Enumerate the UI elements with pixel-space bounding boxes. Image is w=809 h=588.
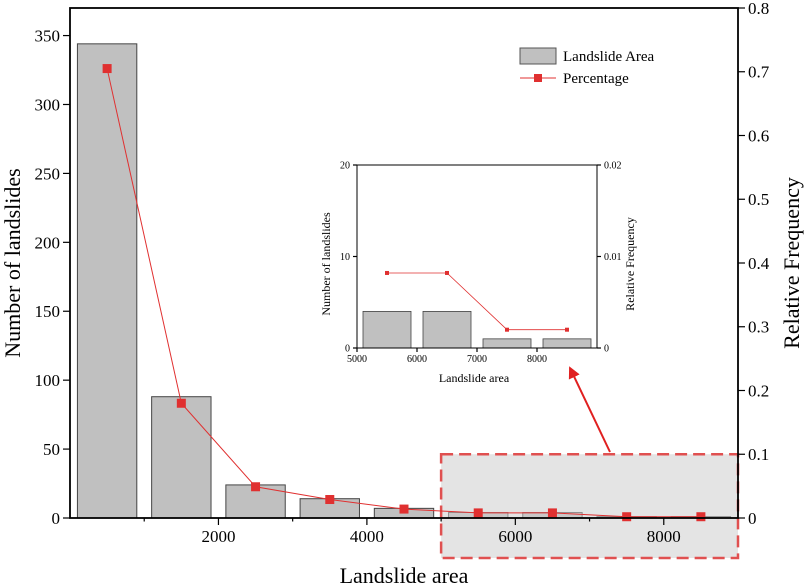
y-tick-label-3: 150 [35,302,61,321]
legend-label-percentage: Percentage [563,71,629,87]
legend-label-landslide-area: Landslide Area [563,49,655,65]
legend-swatch-marker [534,74,542,82]
inset-x-axis-title: Landslide area [439,371,510,385]
x-tick-label-3: 8000 [647,527,681,546]
y2-tick-label-8: 0.8 [748,0,769,18]
percentage-point-7 [622,512,632,522]
inset-y-tick-label-0: 0 [345,344,350,355]
percentage-point-6 [547,508,557,518]
inset-y-tick-label-2: 20 [340,161,350,172]
inset-y-tick-label-1: 10 [340,252,350,263]
inset-x-tick-label-2: 7000 [467,354,487,365]
inset-bar-3 [542,338,592,349]
y-tick-label-2: 100 [35,371,61,390]
inset-bar-2 [482,338,532,349]
y2-tick-label-6: 0.6 [748,126,769,145]
y2-axis-title: Relative Frequency [779,177,804,349]
inset-x-tick-label-3: 8000 [527,354,547,365]
percentage-point-3 [325,495,335,505]
y-tick-label-0: 0 [52,509,61,528]
y2-tick-label-2: 0.2 [748,381,769,400]
legend: Landslide Area Percentage [519,47,655,87]
inset-bar-1 [422,310,472,349]
inset-x-tick-label-1: 6000 [407,354,427,365]
y2-tick-label-1: 0.1 [748,445,769,464]
inset-y2-tick-label-2: 0.02 [604,161,622,172]
highlight-zoom-box [439,453,740,560]
bar-0 [76,43,138,519]
y2-tick-label-0: 0 [748,509,757,528]
percentage-point-1 [176,398,186,408]
percentage-point-0 [102,64,112,74]
x-tick-label-1: 4000 [350,527,384,546]
x-tick-label-2: 6000 [498,527,532,546]
bar-1 [151,396,212,519]
y-tick-label-1: 50 [43,440,60,459]
percentage-point-5 [473,508,483,518]
percentage-point-8 [696,512,706,522]
y-tick-label-7: 350 [35,27,61,46]
y2-tick-label-4: 0.4 [748,254,770,273]
y-tick-label-5: 250 [35,164,61,183]
legend-swatch-bar [519,47,557,65]
inset-y2-axis-title: Relative Frequency [623,217,637,311]
inset-percentage-point-1 [445,270,449,275]
inset-percentage-point-0 [385,270,389,275]
callout-arrow [568,366,611,453]
inset-x-tick-label-0: 5000 [347,354,367,365]
y-tick-label-4: 200 [35,233,61,252]
percentage-point-2 [251,482,261,492]
y-tick-label-6: 300 [35,95,61,114]
inset-percentage-line [387,272,567,331]
y2-tick-label-7: 0.7 [748,63,770,82]
y2-tick-label-5: 0.5 [748,190,769,209]
inset-y-axis-title: Number of landslides [319,212,333,316]
percentage-point-4 [399,504,409,514]
inset-bar-0 [362,310,412,349]
inset-y2-tick-label-0: 0 [604,344,609,355]
x-tick-label-0: 2000 [201,527,235,546]
y2-tick-label-3: 0.3 [748,318,769,337]
y-axis-title: Number of landslides [0,168,25,357]
inset-percentage-point-2 [505,327,509,332]
inset-y2-tick-label-1: 0.01 [604,252,622,263]
inset-percentage-point-3 [565,327,569,332]
x-axis-title: Landslide area [340,563,469,588]
inset-chart: 5000 6000 7000 8000 0 10 20 0 0.01 0.02 Landslide… [319,161,637,386]
